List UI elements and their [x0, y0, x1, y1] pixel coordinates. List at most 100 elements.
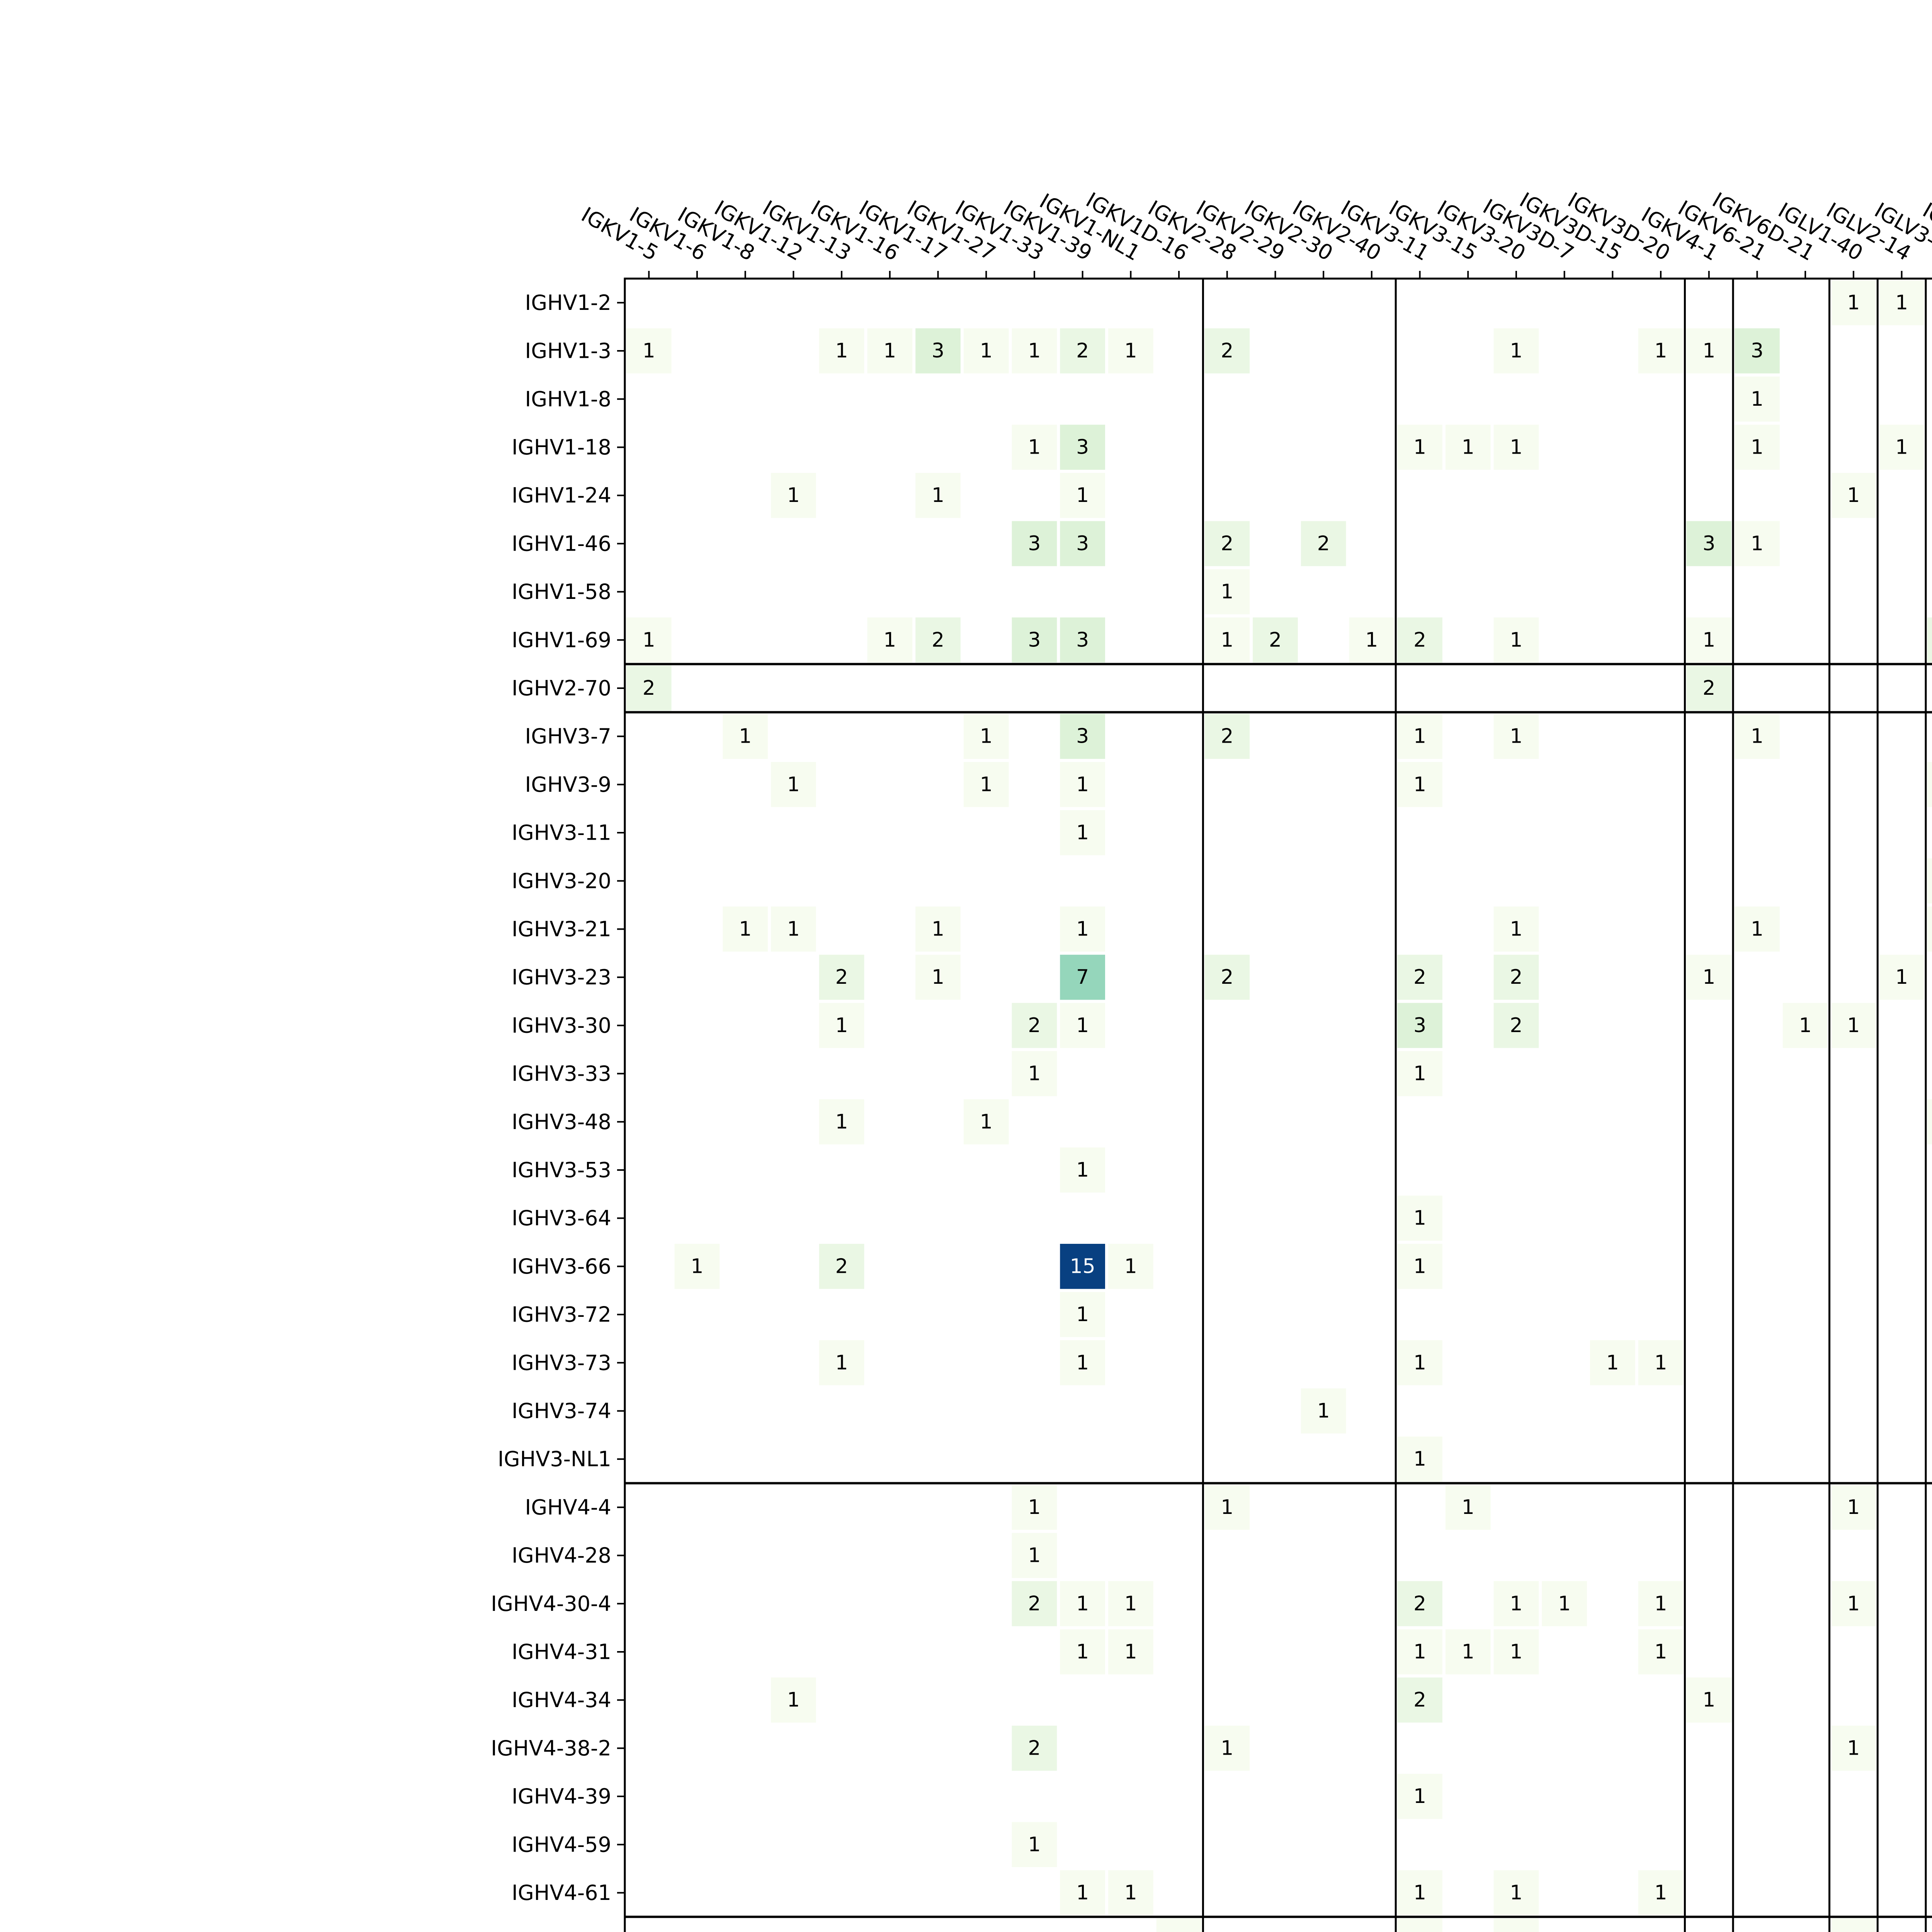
- cell-value: 1: [1510, 1640, 1522, 1663]
- cell-value: 1: [1462, 435, 1475, 459]
- cell-value: 2: [1269, 628, 1282, 651]
- heatmap-cell: [1397, 1677, 1442, 1723]
- row-label: IGHV3-64: [512, 1206, 611, 1230]
- heatmap-cell: [1060, 954, 1105, 1000]
- cell-value: 1: [1606, 1351, 1619, 1374]
- heatmap-cell: [1638, 1629, 1684, 1675]
- heatmap-cell: [963, 1099, 1009, 1145]
- heatmap-cell: [1879, 954, 1924, 1000]
- cell-value: 1: [1076, 1592, 1089, 1615]
- cell-value: 1: [1076, 917, 1089, 940]
- cell-value: 1: [1895, 291, 1908, 314]
- cell-value: 1: [787, 1689, 800, 1712]
- cell-value: 1: [980, 725, 993, 748]
- heatmap-cell: [1686, 665, 1732, 711]
- cell-value: 1: [1124, 1881, 1137, 1904]
- cell-value: 1: [835, 1110, 848, 1133]
- cell-value: 1: [1510, 435, 1522, 459]
- cell-value: 1: [932, 966, 944, 989]
- heatmap-cell: [1204, 617, 1250, 663]
- cell-value: 1: [1124, 1592, 1137, 1615]
- cell-value: 1: [1510, 917, 1522, 940]
- heatmap-cell: [1927, 1099, 1932, 1145]
- row-label: IGHV2-70: [512, 676, 611, 700]
- cell-value: 1: [1847, 1014, 1860, 1037]
- row-label: IGHV1-8: [525, 387, 611, 411]
- cell-value: 1: [1076, 1351, 1089, 1374]
- row-label: IGHV1-58: [512, 580, 611, 604]
- cell-value: 1: [1510, 725, 1522, 748]
- row-label: IGHV4-39: [512, 1784, 611, 1809]
- heatmap-cell: [1060, 1003, 1105, 1048]
- cell-value: 2: [1028, 1736, 1041, 1760]
- cell-value: 1: [1124, 339, 1137, 362]
- heatmap-cell: [1012, 1533, 1057, 1578]
- cell-value: 1: [1655, 1640, 1667, 1663]
- heatmap-cell: [1012, 1581, 1057, 1626]
- heatmap-cell: [1156, 1918, 1202, 1932]
- heatmap-cell: [1012, 425, 1057, 470]
- heatmap-cell: [1493, 714, 1539, 759]
- row-label: IGHV3-20: [512, 869, 611, 893]
- row-label: IGHV4-30-4: [491, 1592, 611, 1616]
- heatmap-cell: [1397, 1051, 1442, 1096]
- heatmap-cell: [867, 328, 913, 374]
- heatmap-cell: [1686, 954, 1732, 1000]
- cell-value: 1: [1655, 1592, 1667, 1615]
- cell-value: 1: [1413, 1351, 1426, 1374]
- heatmap-cell: [1253, 617, 1298, 663]
- cell-value: 1: [1221, 580, 1233, 604]
- cell-value: 7: [1076, 966, 1089, 989]
- cell-value: 1: [883, 339, 896, 362]
- row-label: IGHV3-33: [512, 1061, 611, 1086]
- heatmap-cell: [1397, 1436, 1442, 1482]
- row-axis-labels: IGHV1-2 IGHV1-3 IGHV1-8 IGHV1-18 IGHV1-24 IGH…: [491, 291, 625, 1932]
- heatmap-cell: [626, 665, 672, 711]
- cell-value: 3: [932, 339, 944, 362]
- cell-value: 1: [1221, 1496, 1233, 1519]
- cell-value: 1: [1847, 1592, 1860, 1615]
- heatmap-cell: [1060, 906, 1105, 952]
- cell-value: 1: [1413, 725, 1426, 748]
- heatmap-cell: [1060, 762, 1105, 807]
- cell-value: 1: [1413, 773, 1426, 796]
- heatmap-cell: [915, 328, 961, 374]
- heatmap-cell: [1782, 1003, 1828, 1048]
- row-label: IGHV4-59: [512, 1832, 611, 1857]
- heatmap-cell: [1108, 1629, 1153, 1675]
- heatmap-cells: 1 1 1 1 1 3 1 1 2 1 2 1 1 1 3 1 1 3 1 1 1 1 1 1 1 1 1 1 3 3 2 2 3 1 1 1 1 2 3 3…: [626, 280, 1932, 1932]
- cell-value: 1: [1847, 1496, 1860, 1519]
- heatmap-cell: [771, 1677, 816, 1723]
- cell-value: 1: [643, 339, 655, 362]
- heatmap-cell: [1060, 1292, 1105, 1337]
- heatmap-cell: [1060, 521, 1105, 566]
- heatmap-cell: [1493, 1918, 1539, 1932]
- heatmap-cell: [1638, 1870, 1684, 1915]
- heatmap-cell: [1686, 1677, 1732, 1723]
- cell-value: 1: [1895, 966, 1908, 989]
- heatmap-cell: [1831, 1918, 1876, 1932]
- row-label: IGHV5-51: [512, 1929, 611, 1932]
- heatmap-cell: [819, 1244, 864, 1289]
- heatmap-cell: [1397, 1340, 1442, 1386]
- heatmap-cell: [819, 1003, 864, 1048]
- cell-value: 1: [1702, 339, 1715, 362]
- heatmap-cell: [963, 762, 1009, 807]
- heatmap-cell: [1493, 1581, 1539, 1626]
- row-label: IGHV3-53: [512, 1158, 611, 1182]
- heatmap-cell: [1397, 1918, 1442, 1932]
- cell-value: 1: [1028, 1544, 1041, 1567]
- cell-value: 1: [1751, 725, 1764, 748]
- row-label: IGHV1-46: [512, 531, 611, 556]
- heatmap-cell: [1012, 1822, 1057, 1867]
- cell-value: 1: [1028, 1496, 1041, 1519]
- cell-value: 1: [1751, 917, 1764, 940]
- cell-value: 1: [739, 725, 752, 748]
- cell-value: 2: [1510, 1014, 1522, 1037]
- cell-value: 1: [835, 1351, 848, 1374]
- heatmap-cell: [1397, 762, 1442, 807]
- heatmap-cell: [1060, 1147, 1105, 1193]
- heatmap-cell: [1204, 1726, 1250, 1771]
- heatmap-cell: [1349, 617, 1395, 663]
